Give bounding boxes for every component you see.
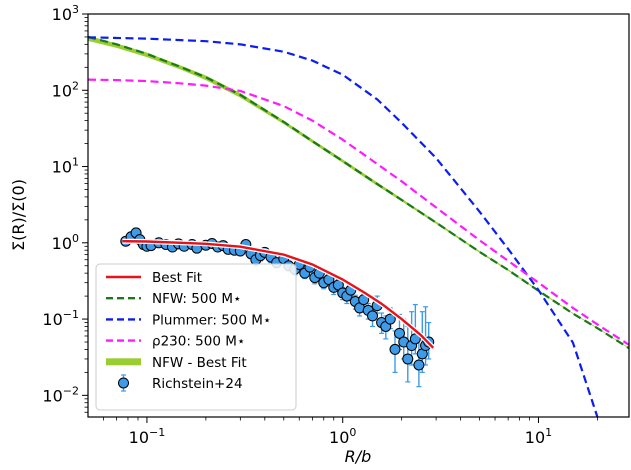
richstein-point	[413, 359, 425, 371]
legend-label-nfw: NFW: 500 M⋆	[152, 291, 241, 307]
y-tick-label: 101	[52, 156, 79, 177]
y-tick-label: 100	[52, 232, 79, 253]
legend-label-rho230: ρ230: 500 M⋆	[152, 334, 245, 350]
legend-box	[95, 263, 297, 411]
x-tick-label: 10−1	[129, 426, 166, 447]
y-tick-label: 10−1	[42, 308, 79, 329]
richstein-point	[393, 327, 405, 339]
legend-label-plummer: Plummer: 500 M⋆	[152, 312, 271, 328]
legend-label-nfwband: NFW - Best Fit	[152, 355, 247, 371]
y-tick-label: 102	[52, 79, 79, 100]
legend-label-richstein: Richstein+24	[152, 376, 243, 392]
richstein-point	[402, 353, 414, 365]
richstein-point	[389, 343, 401, 355]
legend-swatch-nfwband	[106, 358, 141, 366]
richstein-point	[384, 313, 396, 325]
legend-swatch-richstein	[118, 377, 129, 389]
legend-label-bestfit: Best Fit	[152, 270, 202, 286]
x-axis-label: R/b	[345, 447, 372, 466]
axes: 10−1 100 101 10−2 10−1 100 101 102 103	[42, 3, 598, 447]
legend: Best Fit NFW: 500 M⋆ Plummer: 500 M⋆ ρ230: …	[95, 263, 297, 411]
x-tick-label: 101	[525, 426, 552, 447]
plot-frame	[87, 13, 630, 418]
richstein-point	[409, 333, 421, 345]
best-fit-line	[122, 239, 435, 349]
y-axis-label: Σ(R)/Σ(0)	[9, 179, 28, 251]
richstein-point	[367, 310, 379, 322]
nfw-500-line	[88, 35, 629, 350]
y-tick-label: 103	[52, 3, 79, 24]
x-tick-label: 100	[329, 426, 356, 447]
y-tick-label: 10−2	[42, 384, 79, 405]
rho230-500-line	[88, 78, 629, 346]
plummer-500-line	[88, 36, 599, 417]
